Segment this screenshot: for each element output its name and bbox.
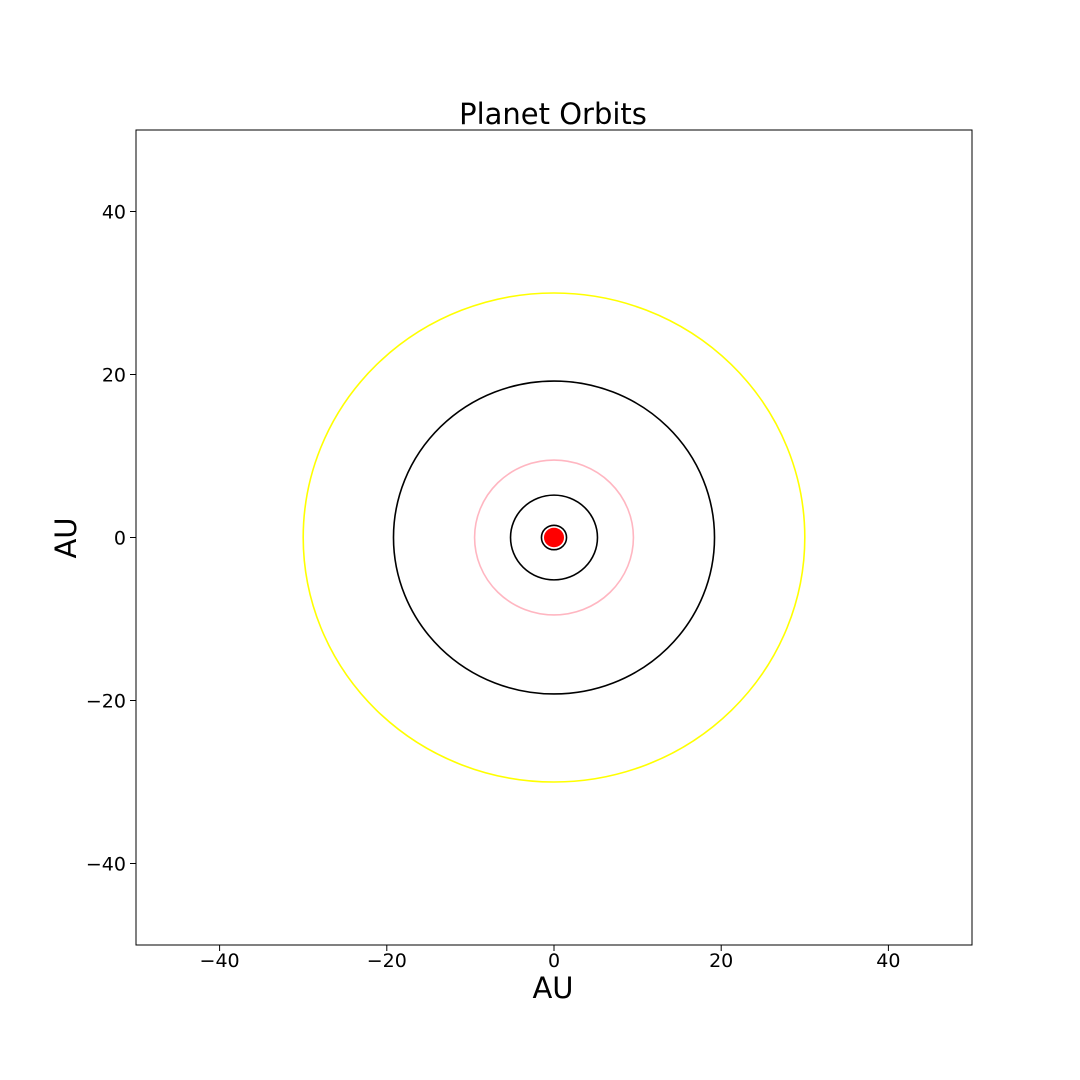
x-tick-label: −40	[200, 950, 240, 972]
orbit-1	[540, 524, 568, 551]
orbits-layer	[302, 292, 806, 783]
y-tick-label: −20	[86, 691, 126, 713]
sun-marker	[543, 527, 565, 548]
x-axis-label: AU	[532, 971, 573, 1005]
x-axis-ticks: −40 −20 0 20 40	[200, 945, 900, 972]
x-tick-label: 0	[548, 950, 560, 972]
x-tick-label: −20	[367, 950, 407, 972]
x-tick-label: 20	[709, 950, 733, 972]
orbit-3	[473, 459, 635, 616]
y-tick-label: 40	[102, 202, 126, 224]
orbit-2	[509, 494, 599, 581]
y-tick-label: 0	[114, 528, 126, 550]
orbit-4	[392, 380, 716, 695]
orbit-5	[302, 292, 806, 783]
x-tick-label: 40	[876, 950, 900, 972]
y-axis-label: AU	[49, 517, 83, 558]
y-tick-label: −40	[86, 854, 126, 876]
sun-layer	[543, 527, 565, 548]
y-axis-ticks: −40 −20 0 20 40	[86, 202, 136, 876]
y-tick-label: 20	[102, 365, 126, 387]
chart-title: Planet Orbits	[459, 97, 647, 131]
